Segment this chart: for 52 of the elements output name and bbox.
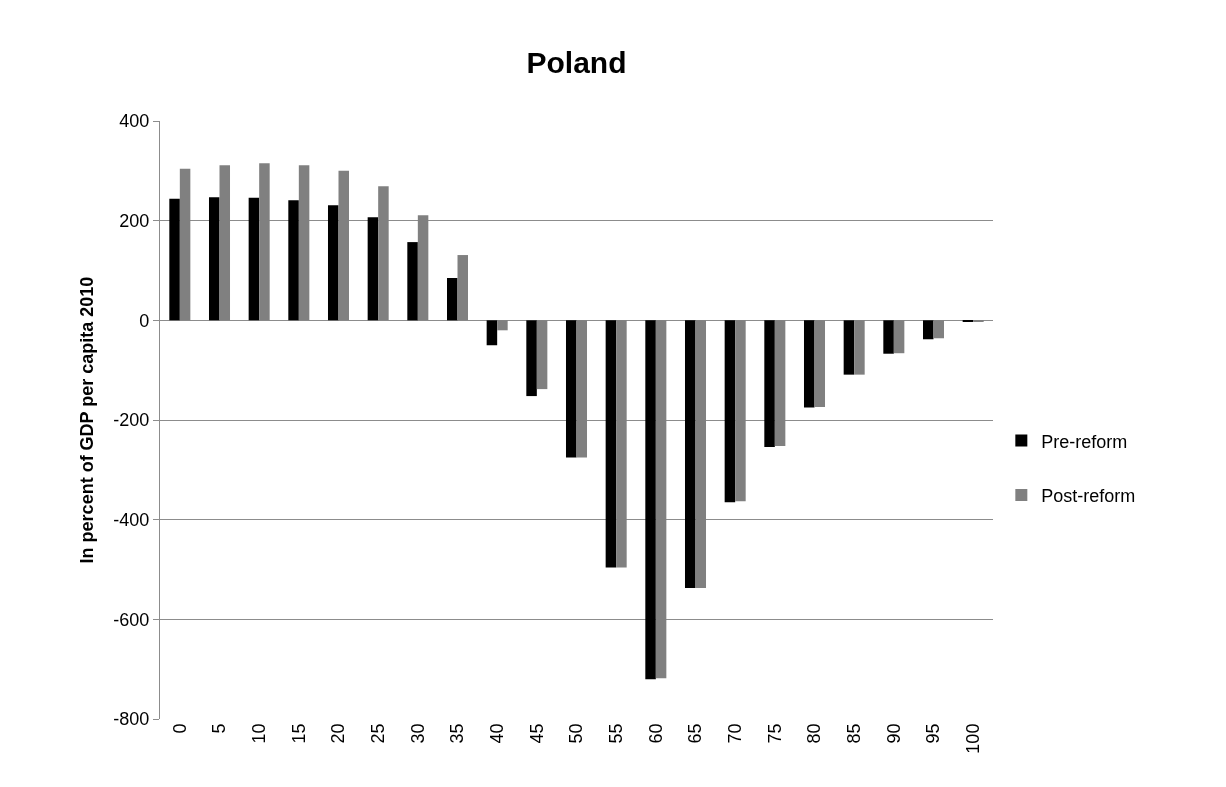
chart-title: Poland bbox=[526, 45, 627, 79]
x-tick-label: 75 bbox=[764, 723, 785, 744]
bar bbox=[526, 320, 537, 397]
bar bbox=[446, 277, 458, 321]
x-tick-label: 45 bbox=[526, 723, 547, 744]
x-tick-label: 70 bbox=[725, 723, 746, 744]
x-tick-label: 0 bbox=[169, 723, 190, 734]
y-tick-label: -400 bbox=[113, 509, 150, 530]
bar bbox=[486, 320, 498, 346]
bar bbox=[565, 320, 577, 458]
y-tick-label: 400 bbox=[119, 111, 150, 132]
y-tick-label: -600 bbox=[113, 609, 150, 630]
x-tick-label: 50 bbox=[566, 723, 587, 744]
bar bbox=[169, 198, 180, 321]
bar bbox=[764, 320, 775, 447]
bar bbox=[883, 320, 894, 354]
x-tick-label: 5 bbox=[209, 723, 230, 734]
x-tick-label: 55 bbox=[606, 723, 627, 744]
x-tick-label: 30 bbox=[407, 723, 428, 744]
bar bbox=[327, 205, 339, 321]
legend-label: Pre-reform bbox=[1041, 431, 1128, 452]
y-tick-label: -200 bbox=[113, 410, 150, 431]
y-tick-label: 200 bbox=[119, 210, 150, 231]
x-tick-label: 65 bbox=[685, 723, 706, 744]
bar bbox=[288, 200, 299, 321]
bar bbox=[922, 320, 934, 340]
x-tick-label: 25 bbox=[368, 723, 389, 744]
bar bbox=[605, 320, 617, 568]
y-tick-label: -800 bbox=[113, 709, 150, 730]
x-tick-label: 35 bbox=[447, 723, 468, 744]
x-tick-label: 20 bbox=[328, 723, 349, 744]
x-tick-label: 100 bbox=[963, 723, 984, 754]
bar bbox=[645, 320, 656, 680]
bar bbox=[803, 320, 815, 408]
x-tick-label: 15 bbox=[288, 723, 309, 744]
x-tick-label: 90 bbox=[883, 723, 904, 744]
x-tick-label: 95 bbox=[923, 723, 944, 744]
bar bbox=[407, 242, 418, 321]
bar bbox=[843, 320, 855, 375]
bar bbox=[684, 320, 696, 588]
x-tick-label: 60 bbox=[645, 723, 666, 744]
bar bbox=[248, 197, 260, 321]
bar bbox=[208, 197, 220, 321]
x-tick-label: 40 bbox=[487, 723, 508, 744]
x-tick-label: 80 bbox=[804, 723, 825, 744]
y-axis-title: In percent of GDP per capita 2010 bbox=[77, 276, 98, 564]
bar bbox=[367, 217, 379, 321]
y-tick-label: 0 bbox=[139, 310, 150, 331]
x-tick-label: 10 bbox=[249, 723, 270, 744]
bar bbox=[724, 320, 736, 503]
legend-label: Post-reform bbox=[1041, 485, 1136, 506]
x-tick-label: 85 bbox=[844, 723, 865, 744]
